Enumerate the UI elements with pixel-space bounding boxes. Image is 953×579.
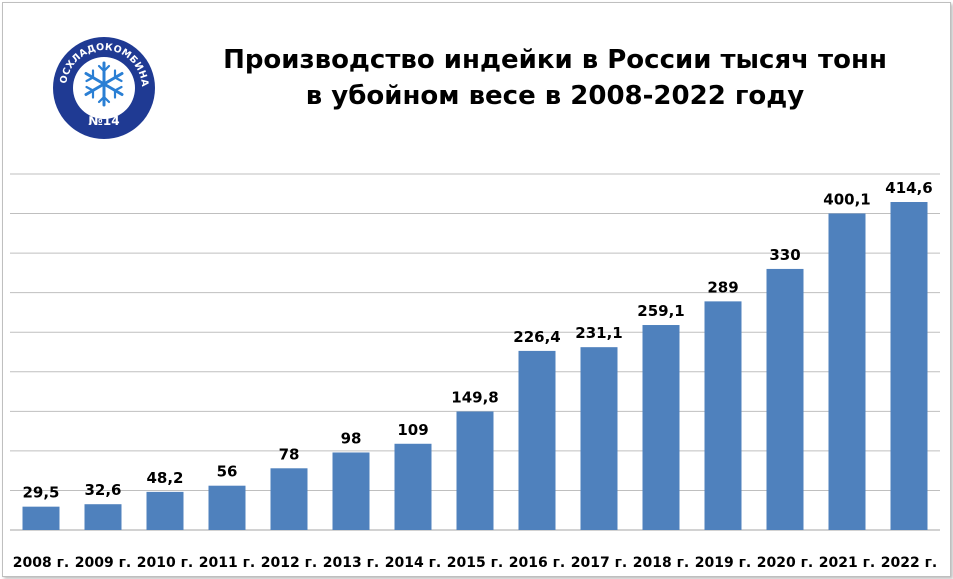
- x-tick-label: 2017 г.: [571, 555, 627, 571]
- data-label: 98: [341, 429, 362, 447]
- x-tick-label: 2009 г.: [75, 555, 131, 571]
- bar-2009: [84, 504, 122, 530]
- data-label: 226,4: [513, 328, 560, 346]
- bar-2012: [270, 468, 308, 530]
- data-label: 330: [769, 246, 800, 264]
- x-tick-label: 2012 г.: [261, 555, 317, 571]
- data-label: 32,6: [84, 481, 121, 499]
- data-label: 48,2: [146, 469, 183, 487]
- x-tick-label: 2011 г.: [199, 555, 255, 571]
- logo-number: №14: [88, 114, 119, 128]
- bar-2013: [332, 452, 370, 530]
- bar-2008: [22, 506, 60, 530]
- data-label: 259,1: [637, 302, 684, 320]
- chart-title: Производство индейки в России тысяч тонн…: [170, 42, 940, 114]
- data-label: 56: [217, 463, 238, 481]
- bar-2011: [208, 485, 246, 530]
- x-tick-label: 2008 г.: [13, 555, 69, 571]
- x-tick-label: 2020 г.: [757, 555, 813, 571]
- x-tick-label: 2016 г.: [509, 555, 565, 571]
- bar-2019: [704, 301, 742, 530]
- data-label: 29,5: [22, 484, 59, 502]
- bar-2014: [394, 443, 432, 530]
- data-label: 231,1: [575, 324, 622, 342]
- bar-2018: [642, 325, 680, 530]
- x-tick-label: 2015 г.: [447, 555, 503, 571]
- bar-2016: [518, 350, 556, 530]
- bar-2022: [890, 202, 928, 530]
- data-label: 289: [707, 278, 738, 296]
- x-tick-label: 2013 г.: [323, 555, 379, 571]
- data-label: 78: [279, 445, 300, 463]
- x-tick-label: 2014 г.: [385, 555, 441, 571]
- x-tick-label: 2018 г.: [633, 555, 689, 571]
- bar-2017: [580, 347, 618, 530]
- chart-title-line-1: Производство индейки в России тысяч тонн: [223, 45, 887, 75]
- bar-2010: [146, 491, 184, 530]
- data-label: 400,1: [823, 190, 870, 208]
- x-tick-label: 2019 г.: [695, 555, 751, 571]
- bar-2020: [766, 268, 804, 530]
- company-logo: МОСХЛАДОКОМБИНАТ №14: [52, 36, 155, 139]
- x-tick-label: 2022 г.: [881, 555, 937, 571]
- data-label: 109: [397, 421, 428, 439]
- data-label: 149,8: [451, 388, 498, 406]
- data-label: 414,6: [885, 179, 932, 197]
- chart-title-line-2: в убойном весе в 2008-2022 году: [305, 81, 805, 111]
- x-tick-label: 2021 г.: [819, 555, 875, 571]
- bar-2021: [828, 213, 866, 530]
- snowflake-icon: [84, 61, 124, 107]
- bar-2015: [456, 411, 494, 530]
- x-tick-label: 2010 г.: [137, 555, 193, 571]
